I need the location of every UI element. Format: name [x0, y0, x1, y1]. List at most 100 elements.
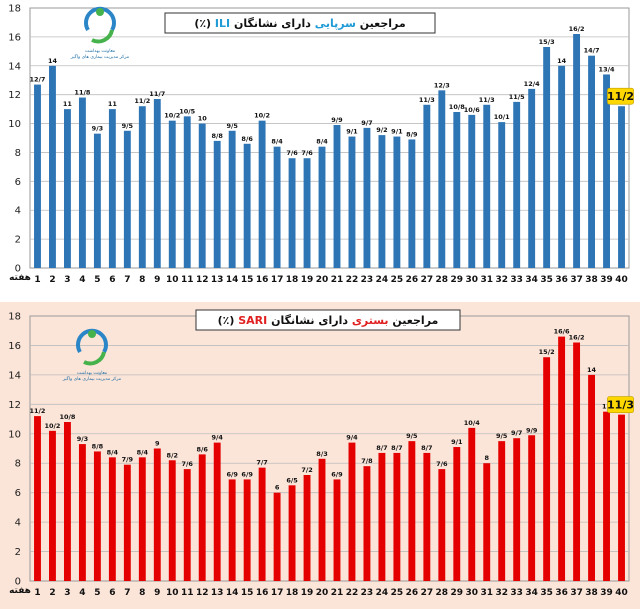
- ili-bar: [348, 136, 356, 268]
- sari-x-tick-label: 30: [465, 588, 478, 598]
- ili-data-label: 8/9: [406, 130, 418, 138]
- ili-callout-value: 11/2: [607, 90, 634, 103]
- sari-x-tick-label: 35: [540, 588, 553, 598]
- ili-data-label: 10: [198, 115, 208, 123]
- ili-bar: [558, 65, 566, 269]
- ili-x-tick-label: 16: [256, 275, 269, 285]
- ili-x-tick-label: 13: [211, 275, 224, 285]
- ili-data-label: 15/3: [539, 38, 555, 46]
- ili-data-label: 12/7: [30, 76, 46, 84]
- sari-x-tick-label: 24: [376, 588, 389, 598]
- ili-x-unit-label: هفته: [9, 273, 31, 283]
- sari-y-tick-label: 4: [15, 518, 21, 529]
- ili-x-tick-label: 21: [331, 275, 344, 285]
- sari-data-label: 10/4: [464, 419, 480, 427]
- sari-x-tick-label: 39: [600, 588, 613, 598]
- sari-x-tick-label: 28: [436, 588, 449, 598]
- ili-chart-title: مراجعین سرپایی دارای نشانگان ILI (٪): [194, 17, 405, 30]
- sari-bar: [288, 485, 296, 581]
- sari-data-label: 9/4: [346, 434, 358, 442]
- sari-title-part: بستری: [352, 314, 389, 327]
- ili-bar: [228, 130, 236, 268]
- sari-bar: [183, 469, 191, 581]
- ili-y-tick-label: 10: [8, 119, 21, 130]
- ili-data-label: 10/1: [494, 113, 510, 121]
- ili-chart-title-box: [164, 12, 436, 34]
- sari-x-tick-label: 16: [256, 588, 269, 598]
- sari-bar: [138, 457, 146, 581]
- ili-bar: [213, 140, 221, 268]
- sari-bar: [513, 438, 521, 581]
- ili-data-label: 12/3: [434, 81, 450, 89]
- sari-data-label: 8/8: [92, 442, 104, 450]
- ili-x-tick-label: 3: [64, 275, 70, 285]
- ili-data-label: 11/2: [134, 97, 150, 105]
- ili-x-tick-label: 32: [495, 275, 508, 285]
- sari-bar: [198, 454, 206, 581]
- ili-bar: [138, 106, 146, 268]
- ili-x-tick-label: 38: [585, 275, 598, 285]
- ili-chart-panel: 0 2 4 6 8 10 12 14 16 18 12/7 1 14 2 11 3 11/8 4 9/3 5 11 6 9/…: [0, 0, 640, 300]
- ili-title-part: دارای نشانگان: [230, 17, 315, 30]
- ili-data-label: 10/6: [464, 106, 480, 114]
- sari-x-tick-label: 34: [525, 588, 538, 598]
- ili-bar: [528, 88, 536, 268]
- ili-x-tick-label: 9: [154, 275, 160, 285]
- sari-x-tick-label: 22: [346, 588, 359, 598]
- sari-data-label: 6/5: [286, 476, 298, 484]
- sari-callout-box: [607, 396, 634, 414]
- ili-x-tick-label: 28: [436, 275, 449, 285]
- ili-x-tick-label: 30: [465, 275, 478, 285]
- ili-bar: [49, 65, 56, 269]
- ili-x-tick-label: 11: [181, 275, 194, 285]
- ili-x-tick-label: 31: [480, 275, 493, 285]
- sari-bar: [273, 492, 281, 581]
- ili-data-label: 16/2: [569, 25, 585, 33]
- sari-data-label: 8: [484, 454, 489, 462]
- sari-data-label: 14: [587, 366, 597, 374]
- sari-bar: [603, 411, 610, 581]
- sari-x-tick-label: 6: [109, 588, 115, 598]
- sari-title-part: مراجعین: [389, 314, 439, 327]
- ili-data-label: 12/4: [524, 80, 540, 88]
- sari-logo-dot-icon: [88, 330, 96, 338]
- ili-logo-caption: مرکز مدیریت بیماری های واگیر: [70, 53, 130, 60]
- sari-x-tick-label: 3: [64, 588, 70, 598]
- ili-x-tick-label: 35: [540, 275, 553, 285]
- sari-x-tick-label: 20: [316, 588, 329, 598]
- sari-x-tick-label: 26: [406, 588, 419, 598]
- sari-x-tick-label: 9: [154, 588, 160, 598]
- ili-data-label: 10/2: [254, 112, 270, 120]
- ili-x-tick-label: 20: [316, 275, 329, 285]
- sari-bar: [153, 448, 161, 581]
- sari-y-tick-label: 0: [15, 577, 21, 588]
- sari-bar: [318, 458, 326, 581]
- ili-data-label: 9/2: [376, 126, 387, 134]
- ili-data-label: 11: [108, 100, 118, 108]
- ili-data-label: 14/7: [584, 47, 600, 55]
- sari-bar: [258, 467, 266, 581]
- sari-y-tick-label: 16: [8, 341, 21, 352]
- sari-bar: [423, 452, 431, 581]
- sari-bar: [49, 430, 56, 581]
- ili-title-part: سرپایی: [315, 17, 356, 30]
- sari-data-label: 9/3: [77, 435, 88, 443]
- sari-chart-panel: 0 2 4 6 8 10 12 14 16 18 11/2 1 10/2 2 10/8 3 9/3 4 8/8 5 8/…: [0, 302, 640, 609]
- sari-data-label: 7/7: [256, 459, 267, 467]
- ili-data-label: 11/5: [509, 93, 525, 101]
- sari-data-label: 15/2: [539, 348, 555, 356]
- sari-data-label: 16/2: [569, 334, 585, 342]
- sari-x-tick-label: 27: [421, 588, 434, 598]
- sari-y-tick-label: 12: [8, 400, 21, 411]
- sari-bar: [558, 336, 566, 581]
- ili-data-label: 8/4: [316, 138, 328, 146]
- ili-x-tick-label: 7: [124, 275, 130, 285]
- ili-data-label: 9/1: [391, 128, 403, 136]
- ili-bar: [438, 90, 446, 268]
- sari-bar: [168, 460, 176, 581]
- ili-data-label: 9/1: [346, 128, 358, 136]
- sari-bar: [243, 479, 251, 581]
- ili-data-label: 11/3: [479, 96, 495, 104]
- sari-bar: [303, 475, 311, 581]
- ili-data-label: 10/8: [449, 103, 465, 111]
